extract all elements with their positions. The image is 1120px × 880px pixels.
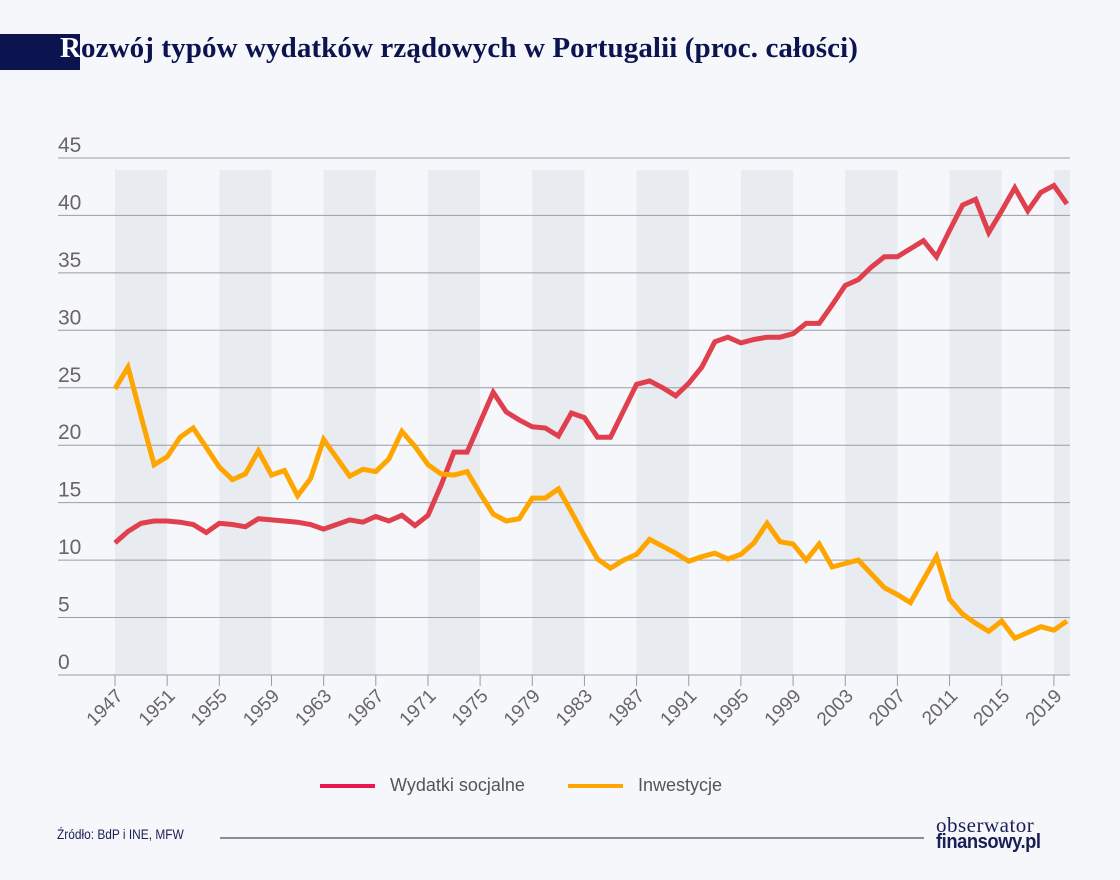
background-band: [427, 169, 481, 675]
x-tick-label: 2015: [970, 686, 1015, 731]
background-band: [740, 169, 794, 675]
y-tick-label: 25: [58, 364, 81, 387]
footer-divider: [220, 837, 924, 839]
y-tick-label: 40: [58, 191, 81, 214]
x-tick-label: 1975: [448, 686, 493, 731]
x-tick-label: 1951: [135, 686, 180, 731]
logo-line2: finansowy.pl: [936, 831, 1041, 853]
x-tick-label: 1995: [709, 686, 754, 731]
x-tick-label: 2007: [865, 686, 910, 731]
series-line-social: [113, 182, 1069, 545]
chart-title: Rozwój typów wydatków rządowych w Portug…: [60, 32, 858, 65]
x-tick-label: 2011: [918, 686, 962, 730]
title-text: ozwój typów wydatków rządowych w Portuga…: [81, 32, 859, 64]
background-band: [636, 169, 689, 675]
y-tick-label: 15: [58, 479, 81, 502]
x-tick-label: 1999: [761, 686, 806, 731]
x-tick-label: 1967: [344, 686, 389, 731]
title-accent-bar: [0, 34, 80, 70]
logo: obserwator finansowy.pl: [936, 813, 1050, 853]
legend-swatch: [320, 783, 375, 788]
background-band: [219, 169, 272, 675]
title-first-letter: R: [60, 32, 82, 64]
x-tick-label: 1955: [187, 686, 232, 731]
x-tick-label: 1983: [552, 686, 597, 731]
y-tick-label: 0: [58, 651, 70, 674]
legend-item-investment: Inwestycje: [568, 775, 722, 796]
logo-line1: obserwator: [936, 813, 1035, 837]
background-band: [949, 169, 1002, 675]
y-tick-label: 5: [58, 594, 70, 617]
y-tick-label: 10: [58, 536, 81, 559]
background-band: [323, 169, 376, 675]
legend-label: Inwestycje: [638, 775, 723, 795]
legend-swatch: [568, 783, 623, 788]
x-tick-label: 1979: [500, 686, 545, 731]
x-tick-label: 1959: [239, 686, 284, 731]
series-line-investment: [112, 360, 1069, 642]
y-tick-label: 20: [58, 421, 81, 444]
source-note: Źródło: BdP i INE, MFW: [57, 826, 184, 842]
x-tick-label: 1963: [291, 686, 336, 731]
y-tick-label: 30: [58, 306, 81, 329]
x-tick-label: 1987: [604, 686, 649, 731]
x-tick-label: 1971: [396, 686, 441, 731]
background-band: [532, 169, 585, 675]
x-tick-label: 2003: [813, 686, 858, 731]
y-tick-label: 35: [58, 249, 81, 272]
x-tick-label: 2019: [1022, 686, 1067, 731]
background-band: [845, 169, 898, 675]
legend-label: Wydatki socjalne: [390, 775, 525, 795]
legend-item-social: Wydatki socjalne: [320, 775, 525, 796]
background-band: [1053, 169, 1070, 675]
x-tick-label: 1947: [83, 686, 128, 731]
y-tick-label: 45: [58, 134, 81, 157]
x-tick-label: 1991: [657, 686, 702, 731]
